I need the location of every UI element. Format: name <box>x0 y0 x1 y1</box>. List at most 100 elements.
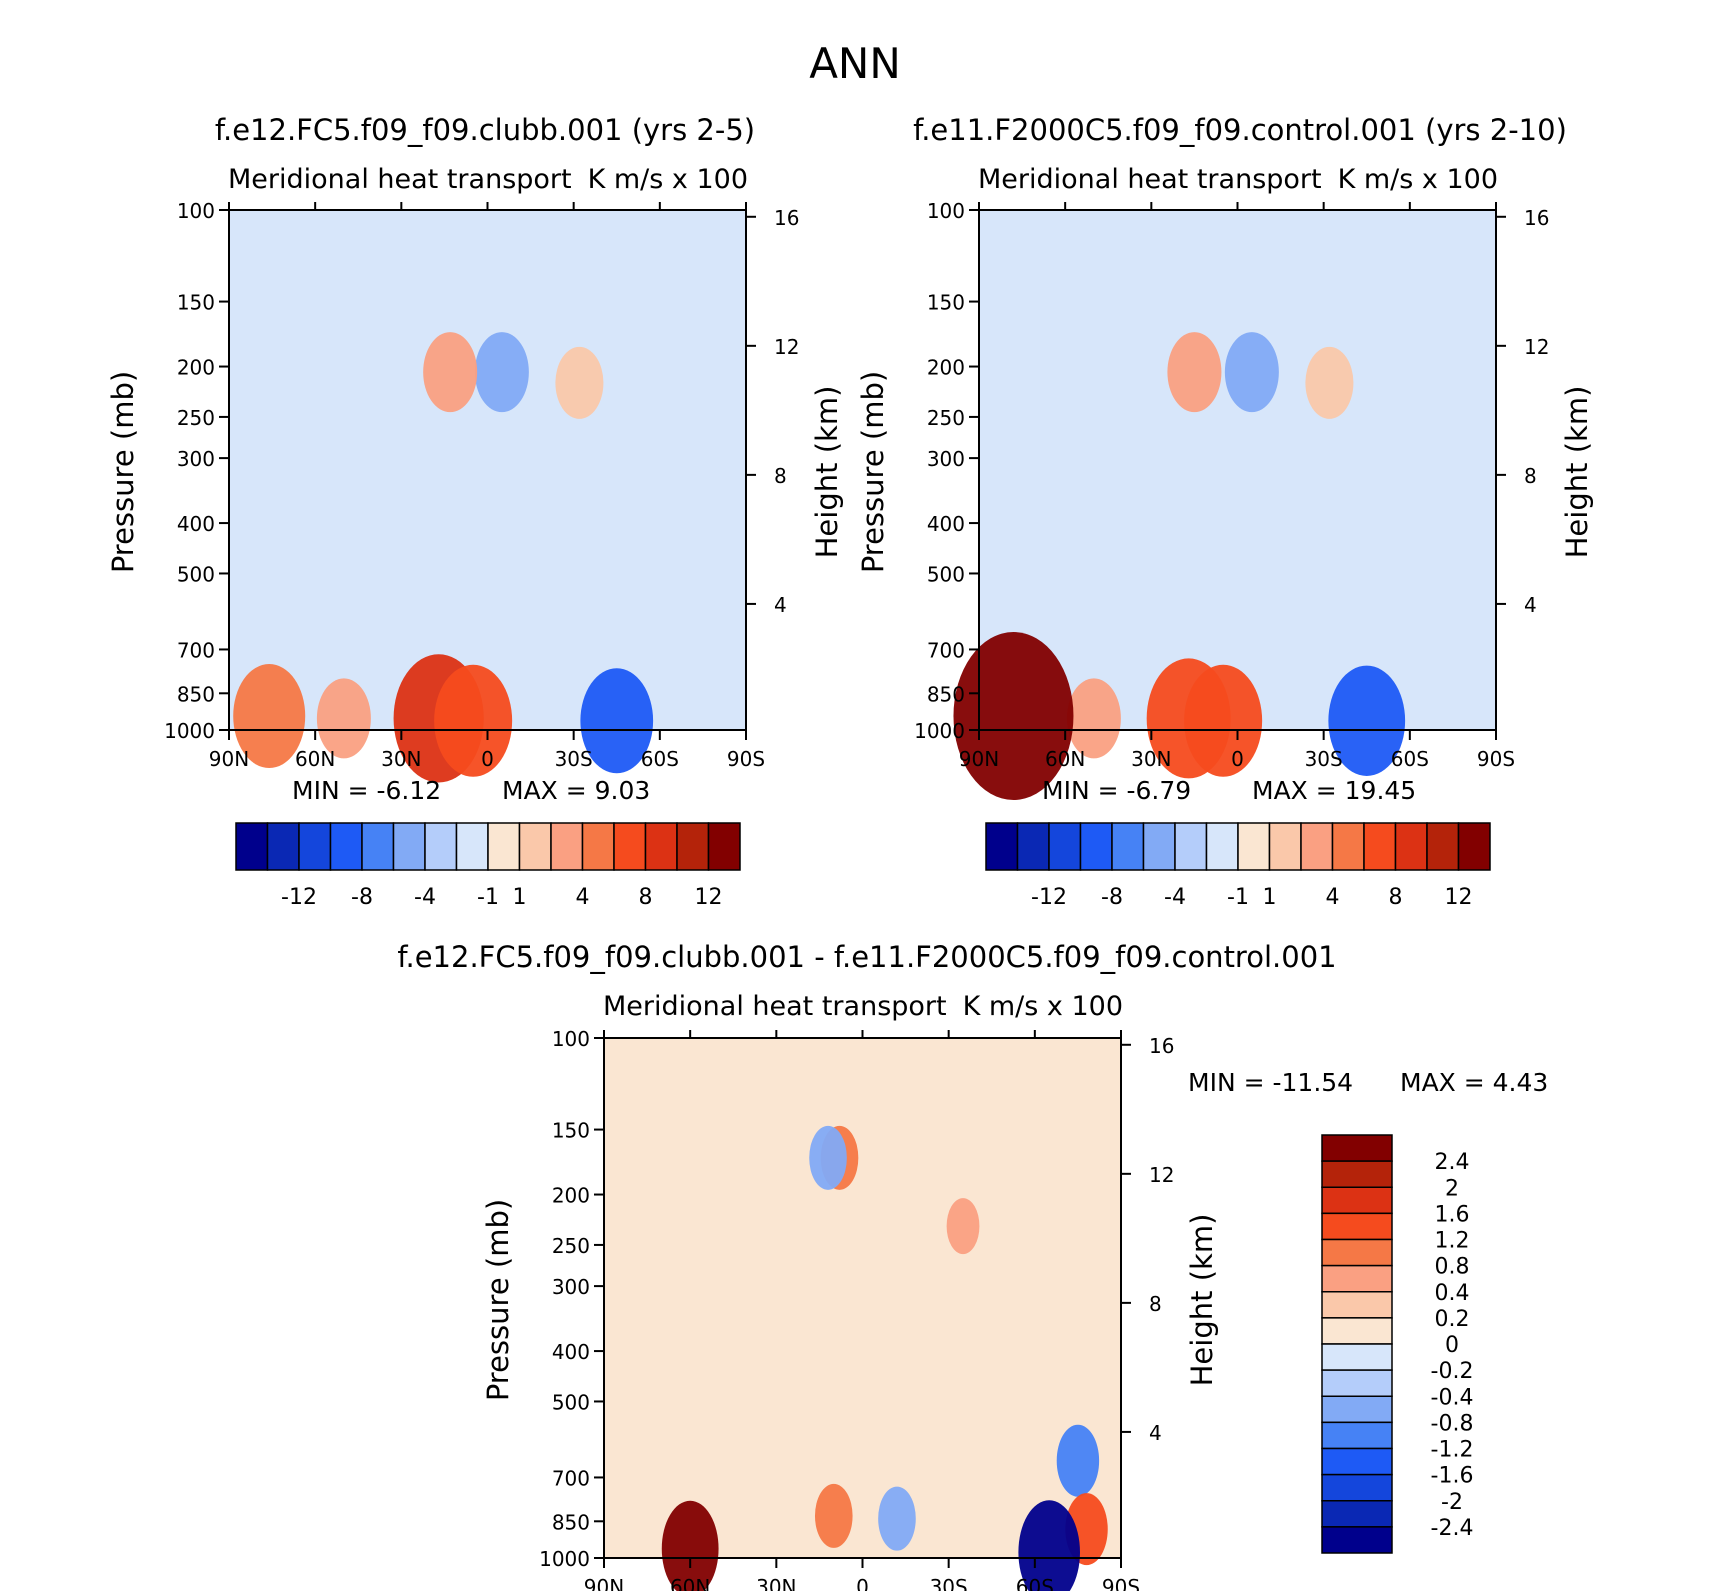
color-bar-label: -4 <box>1164 885 1186 910</box>
color-bar-label: -2 <box>1441 1490 1463 1515</box>
latitude-tick-label: 60N <box>670 1575 710 1591</box>
color-bar-swatch <box>644 822 678 871</box>
pressure-tick-label: 500 <box>552 1390 590 1414</box>
color-bar-label: -1 <box>1227 885 1249 910</box>
color-bar-swatch <box>1321 1343 1393 1371</box>
max-label: MAX = 9.03 <box>502 776 650 805</box>
color-bar: 2.421.61.20.80.40.20-0.2-0.4-0.8-1.2-1.6… <box>1321 1134 1474 1554</box>
latitude-tick-label: 60S <box>1016 1575 1054 1591</box>
color-bar-swatch <box>1321 1160 1393 1188</box>
pressure-tick-label: 150 <box>177 291 215 315</box>
height-tick-label: 12 <box>1524 335 1549 359</box>
color-bar-label: -8 <box>351 885 373 910</box>
color-bar-swatch <box>1268 822 1302 871</box>
height-tick-label: 16 <box>1524 206 1549 230</box>
pressure-tick-label: 200 <box>927 356 965 380</box>
color-bar-label: 1 <box>1263 885 1277 910</box>
latitude-tick-label: 0 <box>1231 747 1244 771</box>
color-bar-swatch <box>298 822 332 871</box>
max-label: MAX = 19.45 <box>1252 776 1416 805</box>
color-bar-label: 8 <box>1389 885 1403 910</box>
color-bar-swatch <box>235 822 269 871</box>
pressure-tick-label: 250 <box>552 1234 590 1258</box>
pressure-tick-label: 400 <box>927 512 965 536</box>
color-bar-swatch <box>707 822 741 871</box>
height-tick-label: 12 <box>1149 1163 1174 1187</box>
plot-area <box>229 210 746 730</box>
color-bar-swatch <box>392 822 426 871</box>
contour-feature <box>555 346 604 419</box>
figure-title: ANN <box>809 39 901 88</box>
color-bar-swatch <box>1426 822 1460 871</box>
color-bar-label: 4 <box>576 885 590 910</box>
latitude-tick-label: 0 <box>481 747 494 771</box>
contour-feature <box>423 332 478 413</box>
color-bar-label: -0.2 <box>1431 1359 1474 1384</box>
height-tick-label: 16 <box>1149 1034 1174 1058</box>
latitude-tick-label: 30N <box>381 747 421 771</box>
latitude-tick-label: 90S <box>727 747 765 771</box>
latitude-tick-label: 90N <box>959 747 999 771</box>
latitude-tick-label: 30N <box>756 1575 796 1591</box>
pressure-axis-label: Pressure (mb) <box>106 371 140 573</box>
color-bar-swatch <box>518 822 552 871</box>
pressure-tick-label: 1000 <box>164 719 215 743</box>
latitude-tick-label: 90S <box>1477 747 1515 771</box>
color-bar-label: 4 <box>1326 885 1340 910</box>
pressure-tick-label: 100 <box>552 1027 590 1051</box>
pressure-tick-label: 250 <box>177 406 215 430</box>
latitude-ticks: 90N 60N 30N 0 30S 60S 90S <box>209 202 765 771</box>
color-bar-swatch <box>1394 822 1428 871</box>
color-bar-label: 1.2 <box>1435 1229 1470 1254</box>
color-bar-swatch <box>1363 822 1397 871</box>
latitude-tick-label: 90S <box>1102 1575 1140 1591</box>
contour-feature <box>814 1483 853 1548</box>
color-bar-swatch <box>1321 1447 1393 1476</box>
contour-blobs <box>661 1125 1108 1591</box>
latitude-tick-label: 90N <box>584 1575 624 1591</box>
color-bar-label: -8 <box>1101 885 1123 910</box>
color-bar-label: 1 <box>513 885 527 910</box>
color-bar-label: 2.4 <box>1435 1150 1470 1175</box>
plot-area <box>604 1038 1121 1558</box>
color-bar-swatch <box>1321 1317 1393 1345</box>
color-bar-swatch <box>1079 822 1113 871</box>
color-bar-swatch <box>1205 822 1239 871</box>
color-bar-label: -0.4 <box>1431 1385 1474 1410</box>
pressure-tick-label: 850 <box>927 682 965 706</box>
panel-difference: f.e12.FC5.f09_f09.clubb.001 - f.e11.F200… <box>397 940 1548 1591</box>
panel-title: f.e12.FC5.f09_f09.clubb.001 (yrs 2-5) <box>215 113 755 147</box>
pressure-tick-label: 1000 <box>914 719 965 743</box>
color-bar-swatch <box>1321 1500 1393 1528</box>
latitude-tick-label: 60S <box>641 747 679 771</box>
color-bar-swatch <box>1237 822 1271 871</box>
pressure-ticks: 100 150 200 250 300 400 500 700 850 1000 <box>914 199 979 743</box>
color-bar-label: -1.6 <box>1431 1464 1474 1489</box>
panel-title: f.e11.F2000C5.f09_f09.control.001 (yrs 2… <box>913 113 1567 147</box>
color-bar: -12 -8 -4 -1 1 4 8 12 <box>235 822 741 910</box>
pressure-tick-label: 300 <box>552 1275 590 1299</box>
color-bar-label: 0 <box>1445 1333 1459 1358</box>
height-tick-label: 4 <box>1149 1421 1162 1445</box>
height-ticks: 16 12 8 4 <box>1496 206 1549 617</box>
latitude-ticks: 90N 60N 30N 0 30S 60S 90S <box>959 202 1515 771</box>
contour-feature <box>1066 678 1121 759</box>
color-bar-swatch <box>266 822 300 871</box>
color-bar-swatch <box>550 822 584 871</box>
color-bar-swatch <box>1331 822 1365 871</box>
pressure-tick-label: 700 <box>552 1466 590 1490</box>
color-bar-label: -12 <box>281 885 317 910</box>
panel-clubb: f.e12.FC5.f09_f09.clubb.001 (yrs 2-5) Me… <box>106 113 844 910</box>
pressure-tick-label: 200 <box>177 356 215 380</box>
contour-feature <box>878 1486 916 1551</box>
contour-blobs <box>233 332 654 783</box>
contour-feature <box>1184 664 1263 777</box>
height-tick-label: 4 <box>774 593 787 617</box>
contour-feature <box>434 664 513 777</box>
color-bar-label: -1 <box>477 885 499 910</box>
color-bar-label: 12 <box>695 885 723 910</box>
color-bar-swatch <box>1174 822 1208 871</box>
pressure-axis-label: Pressure (mb) <box>856 371 890 573</box>
contour-feature <box>953 632 1074 801</box>
color-bar-swatch <box>1111 822 1145 871</box>
